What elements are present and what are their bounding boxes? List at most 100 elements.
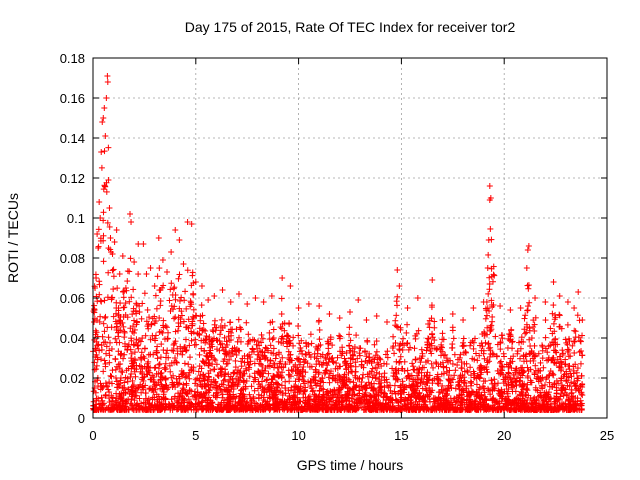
data-point-bg: [106, 379, 113, 386]
data-point-bg: [346, 331, 353, 338]
data-point-bg: [450, 335, 457, 342]
data-point-bg: [486, 281, 493, 288]
data-point-bg: [418, 346, 425, 353]
data-point-bg: [171, 315, 178, 322]
data-point-bg: [178, 294, 185, 301]
data-point-bg: [118, 350, 125, 357]
data-point-bg: [275, 338, 282, 345]
data-point-bg: [265, 370, 272, 377]
data-point-bg: [103, 188, 110, 195]
data-point-bg: [126, 298, 133, 305]
data-point-bg: [389, 345, 396, 352]
data-point-bg: [457, 351, 464, 358]
data-point-bg: [542, 334, 549, 341]
data-point-bg: [106, 352, 113, 359]
data-point-bg: [105, 334, 112, 341]
data-point-bg: [454, 362, 461, 369]
y-axis-label: ROTI / TECUs: [5, 193, 21, 283]
data-point-bg: [128, 355, 135, 362]
data-point-bg: [556, 312, 563, 319]
data-point-bg: [152, 364, 159, 371]
data-point-bg: [273, 352, 280, 359]
data-point-bg: [400, 335, 407, 342]
data-point-bg: [97, 313, 104, 320]
y-tick-label: 0.12: [60, 171, 85, 186]
data-point-bg: [152, 292, 159, 299]
data-point-bg: [550, 302, 557, 309]
data-point-bg: [451, 351, 458, 358]
data-point-bg: [279, 354, 286, 361]
data-point-bg: [138, 349, 145, 356]
data-point-bg: [248, 383, 255, 390]
y-tick-label: 0.02: [60, 371, 85, 386]
data-point-bg: [174, 327, 181, 334]
y-tick-label: 0.18: [60, 51, 85, 66]
y-tick-label: 0.04: [60, 331, 85, 346]
data-point-bg: [175, 275, 182, 282]
data-point-bg: [176, 271, 183, 278]
data-point-bg: [91, 359, 98, 366]
data-point-bg: [300, 363, 307, 370]
data-point-bg: [134, 342, 141, 349]
data-point-bg: [217, 331, 224, 338]
data-point-bg: [572, 328, 579, 335]
data-point-bg: [514, 350, 521, 357]
data-point-bg: [98, 394, 105, 401]
data-point-bg: [474, 357, 481, 364]
data-point-bg: [170, 285, 177, 292]
data-point-bg: [253, 341, 260, 348]
data-point-bg: [505, 370, 512, 377]
data-point-bg: [545, 372, 552, 379]
data-point-bg: [160, 282, 167, 289]
y-tick-label: 0.1: [67, 211, 85, 226]
data-point-bg: [108, 345, 115, 352]
data-point-bg: [295, 323, 302, 330]
data-point-bg: [180, 318, 187, 325]
data-point-bg: [129, 377, 136, 384]
data-point-bg: [572, 334, 579, 341]
x-tick-label: 10: [291, 428, 305, 443]
data-point-bg: [373, 348, 380, 355]
data-point-bg: [218, 316, 225, 323]
data-point-bg: [341, 355, 348, 362]
x-tick-label: 0: [89, 428, 96, 443]
x-axis-label: GPS time / hours: [297, 457, 404, 473]
data-point-bg: [481, 355, 488, 362]
data-point-bg: [166, 297, 173, 304]
data-point-bg: [460, 335, 467, 342]
data-point-bg: [532, 362, 539, 369]
data-point-bg: [579, 352, 586, 359]
data-points: [90, 73, 586, 413]
data-point-bg: [109, 267, 116, 274]
data-point-bg: [171, 284, 178, 291]
data-point-bg: [539, 347, 546, 354]
data-point-bg: [95, 226, 102, 233]
data-point-bg: [412, 335, 419, 342]
data-point-bg: [102, 380, 109, 387]
data-point-bg: [96, 281, 103, 288]
data-point-bg: [442, 351, 449, 358]
data-point-bg: [144, 306, 151, 313]
data-point-bg: [154, 343, 161, 350]
y-tick-label: 0.14: [60, 131, 85, 146]
data-point-bg: [228, 332, 235, 339]
data-point-bg: [278, 310, 285, 317]
data-point-bg: [168, 302, 175, 309]
data-point-bg: [101, 297, 108, 304]
data-point-bg: [190, 313, 197, 320]
data-point-bg: [251, 387, 258, 394]
data-point-bg: [295, 332, 302, 339]
data-point-bg: [100, 368, 107, 375]
data-point-bg: [172, 355, 179, 362]
data-point-bg: [176, 297, 183, 304]
data-point-bg: [232, 364, 239, 371]
data-point-bg: [98, 164, 105, 171]
data-point-bg: [354, 355, 361, 362]
data-point-bg: [392, 340, 399, 347]
data-point-bg: [424, 369, 431, 376]
data-point-bg: [196, 363, 203, 370]
data-point-bg: [373, 338, 380, 345]
y-tick-label: 0.06: [60, 291, 85, 306]
data-point-bg: [143, 318, 150, 325]
